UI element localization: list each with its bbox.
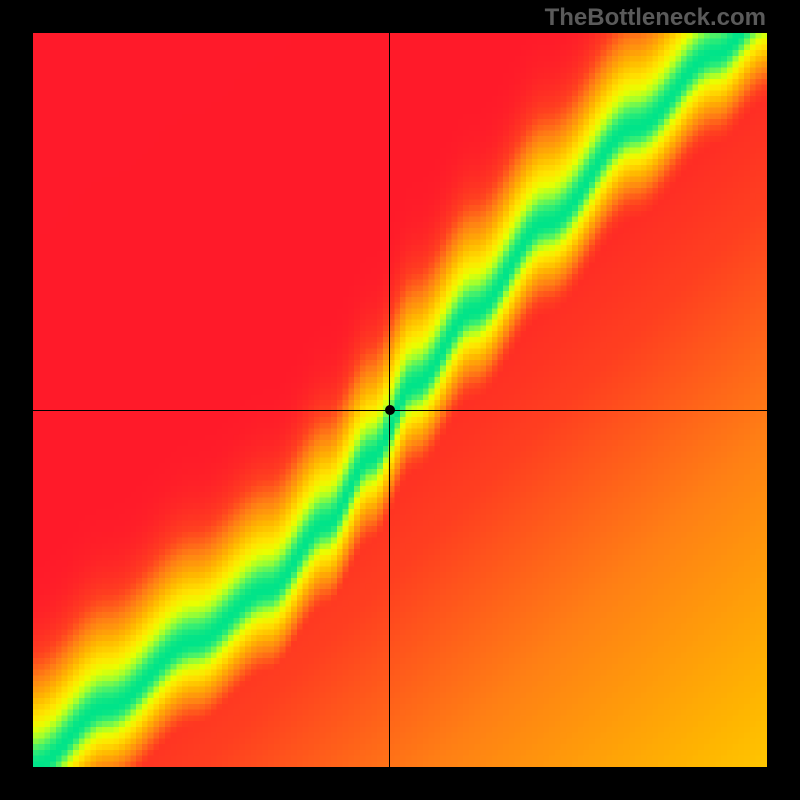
watermark-text: TheBottleneck.com [545,4,766,32]
crosshair-horizontal [33,410,767,411]
plot-area [33,33,767,767]
chart-container: TheBottleneck.com [0,0,800,800]
heatmap-canvas [33,33,767,767]
data-point-marker [385,405,395,415]
crosshair-vertical [389,33,390,767]
